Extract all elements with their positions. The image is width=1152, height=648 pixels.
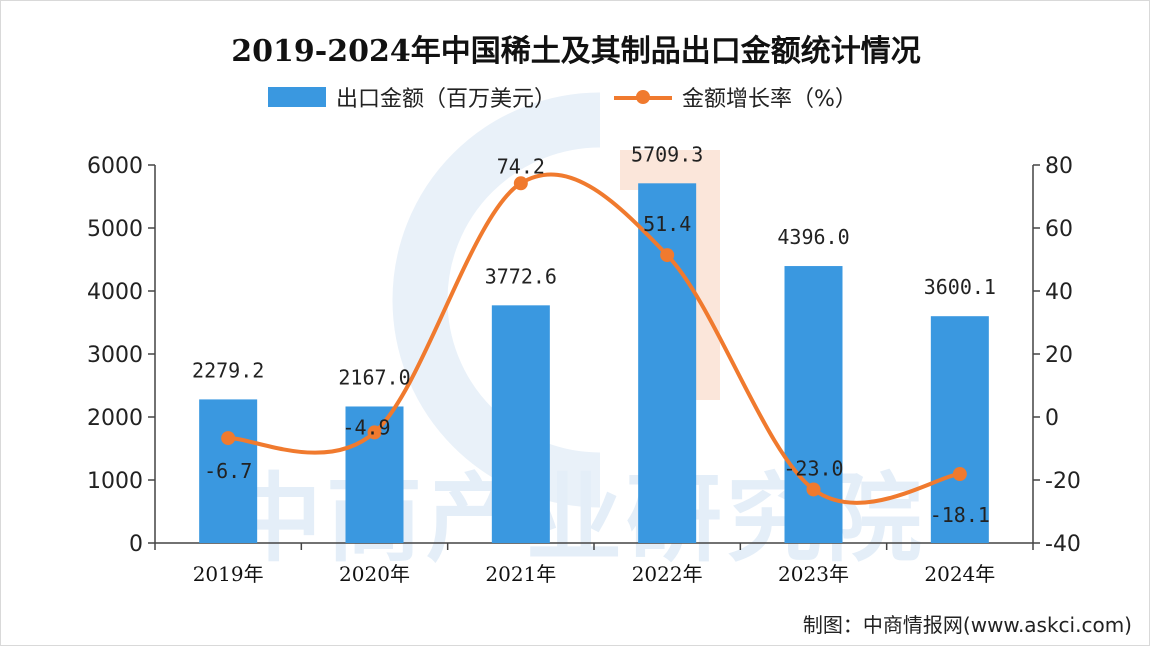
- bar: [199, 399, 258, 543]
- left-tick-label: 2000: [87, 406, 143, 431]
- bar-value-label: 2279.2: [192, 358, 264, 382]
- line-value-label: -23.0: [783, 456, 843, 480]
- right-tick-label: 20: [1045, 343, 1073, 368]
- line-value-label: -4.9: [342, 415, 390, 439]
- x-tick-label: 2023年: [778, 562, 849, 586]
- right-tick-label: 80: [1045, 154, 1073, 179]
- left-tick-label: 3000: [87, 343, 143, 368]
- left-tick-label: 1000: [87, 469, 143, 494]
- right-tick-label: 60: [1045, 217, 1073, 242]
- x-tick-label: 2019年: [193, 562, 264, 586]
- legend-line-label: 金额增长率（%）: [682, 87, 857, 112]
- bar-value-label: 2167.0: [338, 365, 410, 389]
- right-tick-label: -40: [1045, 532, 1081, 557]
- line-value-label: -6.7: [204, 459, 252, 483]
- right-tick-label: 40: [1045, 280, 1073, 305]
- x-tick-label: 2022年: [632, 562, 703, 586]
- watermark-logo-bar: [620, 150, 720, 400]
- line-series: [221, 172, 967, 505]
- x-tick-label: 2020年: [339, 562, 410, 586]
- line-value-label: -18.1: [930, 503, 990, 527]
- bar: [784, 266, 843, 543]
- legend: 出口金额（百万美元） 金额增长率（%）: [268, 82, 857, 112]
- left-tick-label: 5000: [87, 217, 143, 242]
- left-tick-label: 0: [129, 532, 143, 557]
- line-point: [806, 482, 821, 497]
- right-tick-label: -20: [1045, 469, 1081, 494]
- bar: [930, 316, 989, 543]
- line-point: [952, 467, 967, 482]
- legend-bar-label: 出口金额（百万美元）: [336, 87, 557, 112]
- legend-bar-swatch: [268, 87, 326, 107]
- left-tick-label: 4000: [87, 280, 143, 305]
- line-value-label: 74.2: [497, 154, 545, 178]
- bar: [638, 183, 697, 544]
- source-credit: 制图：中商情报网(www.askci.com): [802, 613, 1132, 637]
- line-value-label: 51.4: [643, 212, 691, 236]
- x-tick-label: 2024年: [924, 562, 995, 586]
- line-point: [367, 425, 382, 440]
- legend-line-swatch: [614, 87, 673, 107]
- right-tick-label: 0: [1045, 406, 1059, 431]
- x-tick-label: 2021年: [485, 562, 556, 586]
- bar-value-label: 3600.1: [924, 275, 996, 299]
- data-labels: 2279.2 2167.0 3772.6 5709.3 4396.0 3600.1 -6.7…: [192, 142, 996, 527]
- line-point: [221, 431, 236, 446]
- line-point: [660, 248, 675, 263]
- bar: [491, 305, 550, 543]
- line-point: [513, 176, 528, 191]
- bar-value-label: 5709.3: [631, 142, 703, 166]
- bar-value-label: 4396.0: [777, 225, 849, 249]
- bar-value-label: 3772.6: [485, 264, 557, 288]
- chart-title: 2019-2024年中国稀土及其制品出口金额统计情况: [231, 34, 921, 69]
- left-tick-label: 6000: [87, 154, 143, 179]
- axes: 0 1000 2000 3000 4000 5000 6000 -40 -20 0 20 40 60 80…: [87, 154, 1081, 586]
